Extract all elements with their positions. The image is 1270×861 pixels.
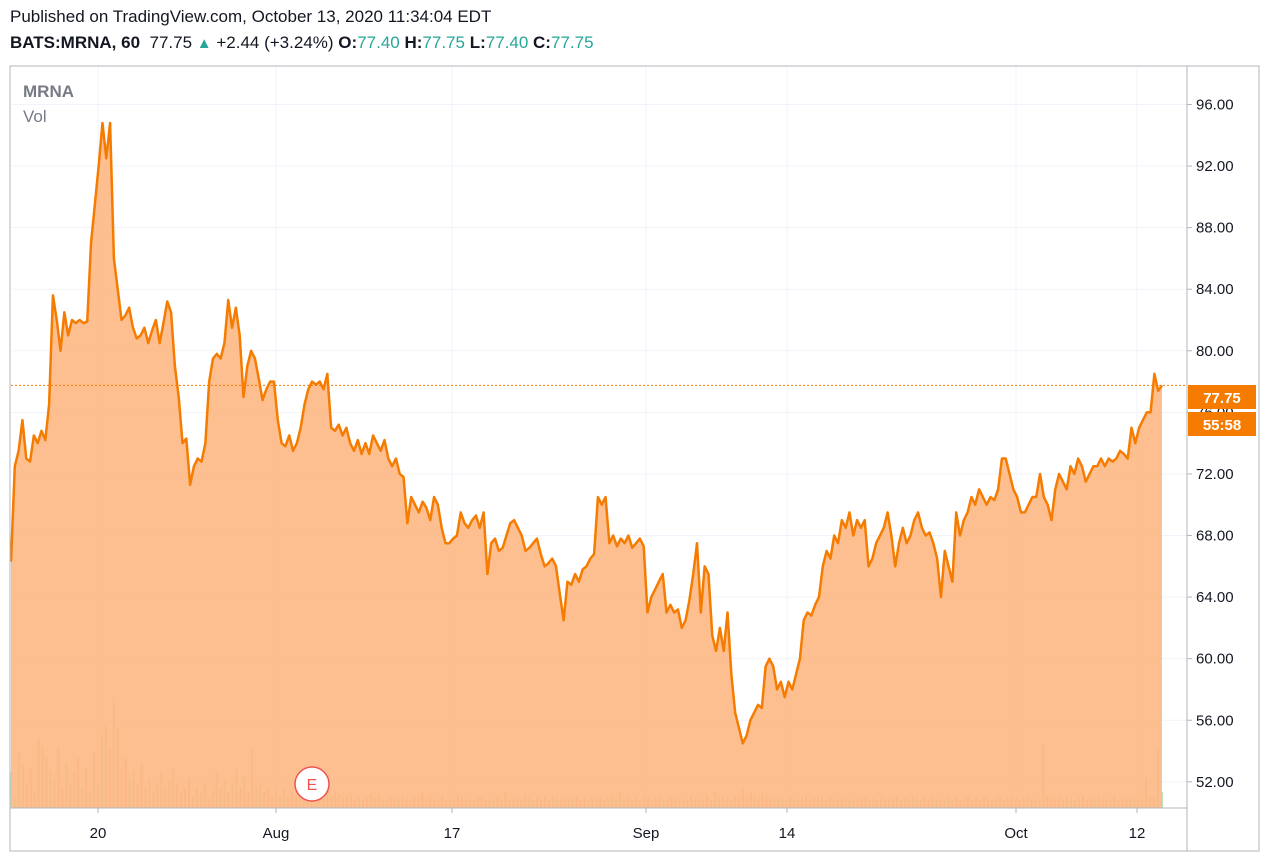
chart-frame (9, 65, 1260, 852)
low-label: L: (469, 33, 486, 52)
earnings-marker[interactable]: E (294, 766, 330, 802)
high-value: 77.75 (422, 33, 465, 52)
up-arrow-icon: ▲ (196, 35, 212, 52)
price-badge: 77.75 (1188, 385, 1256, 409)
countdown-badge: 55:58 (1188, 412, 1256, 436)
y-tick-label: 96.00 (1196, 96, 1234, 113)
close-value: 77.75 (550, 33, 594, 52)
legend-volume: Vol (23, 107, 47, 126)
earnings-marker-label: E (307, 777, 318, 794)
y-tick-label: 72.00 (1196, 466, 1234, 483)
y-tick-label: 60.00 (1196, 651, 1234, 668)
open-label: O: (338, 33, 358, 52)
last-price: 77.75 (149, 33, 193, 52)
x-tick-label: Aug (263, 825, 290, 842)
y-tick-label: 84.00 (1196, 281, 1234, 298)
low-value: 77.40 (485, 33, 529, 52)
price-badge-bg (1188, 385, 1256, 409)
open-value: 77.40 (357, 33, 400, 52)
legend-symbol: MRNA (23, 82, 74, 101)
price-badge-text: 77.75 (1203, 390, 1241, 407)
countdown-badge-text: 55:58 (1203, 417, 1241, 434)
x-tick-label: 20 (90, 825, 107, 842)
x-tick-label: Oct (1004, 825, 1028, 842)
x-tick-label: Sep (633, 825, 660, 842)
earnings-marker-circle (294, 766, 330, 802)
y-tick-label: 80.00 (1196, 343, 1234, 360)
close-label: C: (533, 33, 551, 52)
high-label: H: (404, 33, 423, 52)
x-tick-label: 12 (1129, 825, 1146, 842)
y-tick-label: 64.00 (1196, 589, 1234, 606)
y-tick-label: 56.00 (1196, 712, 1234, 729)
y-tick-label: 52.00 (1196, 774, 1234, 791)
y-tick-label: 68.00 (1196, 528, 1234, 545)
price-line (9, 121, 1164, 745)
published-caption: Published on TradingView.com, October 13… (10, 7, 492, 26)
price-change: +2.44 (+3.24%) (216, 33, 334, 52)
countdown-badge-bg (1188, 412, 1256, 436)
y-tick-label: 88.00 (1196, 220, 1234, 237)
symbol-label: BATS:MRNA, 60 (10, 33, 141, 52)
x-tick-label: 17 (444, 825, 461, 842)
ohlc-header: BATS:MRNA, 60 77.75 ▲ +2.44 (+3.24%) O:7… (10, 33, 594, 53)
price-axis[interactable]: 96.0092.0088.0084.0080.0076.0072.0068.00… (1187, 96, 1234, 791)
y-tick-label: 92.00 (1196, 158, 1234, 175)
price-area (11, 122, 1162, 808)
time-axis[interactable]: 20 Aug 17 Sep 14 Oct 12 (90, 808, 1146, 842)
x-tick-label: 14 (779, 825, 796, 842)
